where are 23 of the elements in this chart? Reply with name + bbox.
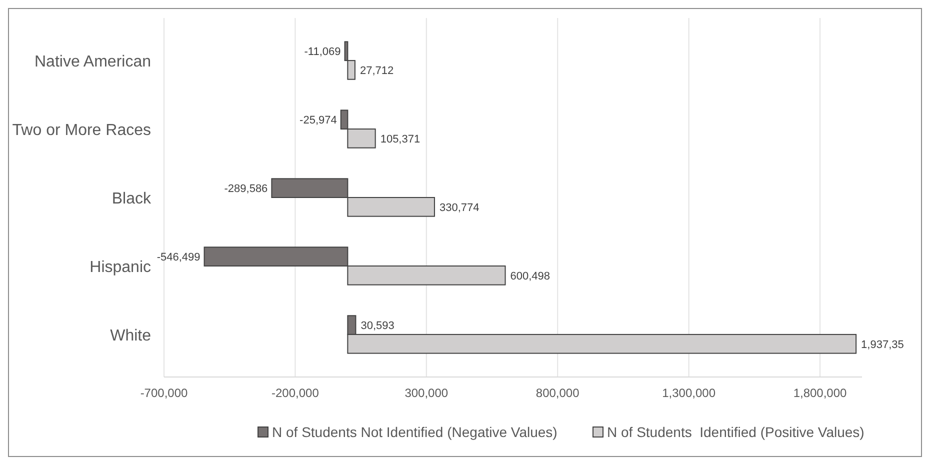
data-label: -289,586 [224, 183, 268, 196]
data-label: 1,937,35 [861, 338, 904, 351]
data-label: 330,774 [439, 202, 480, 214]
data-label: 600,498 [510, 270, 550, 282]
y-tick-label: Native American [34, 54, 151, 71]
x-tick-label: 300,000 [404, 386, 448, 400]
data-label: 105,371 [380, 133, 420, 146]
x-tick-label: 1,800,000 [793, 386, 848, 400]
legend-label: N of Students Not Identified (Negative Values) [272, 424, 558, 440]
data-label: 27,712 [360, 64, 394, 77]
y-tick-label: Hispanic [90, 258, 151, 276]
y-tick-label: Two or More Races [12, 122, 151, 140]
y-tick-label: White [110, 327, 152, 344]
x-tick-label: -200,000 [272, 386, 320, 400]
legend-label: N of Students Identified (Positive Values) [607, 424, 864, 440]
data-label: -25,974 [300, 114, 337, 127]
data-label: -11,069 [304, 46, 341, 58]
y-tick-label: Black [112, 190, 152, 208]
x-tick-label: 1,300,000 [662, 386, 716, 400]
x-tick-label: 800,000 [536, 386, 580, 400]
data-label: -546,499 [156, 252, 200, 264]
x-tick-label: -700,000 [140, 386, 188, 400]
data-label: 30,593 [360, 320, 394, 332]
